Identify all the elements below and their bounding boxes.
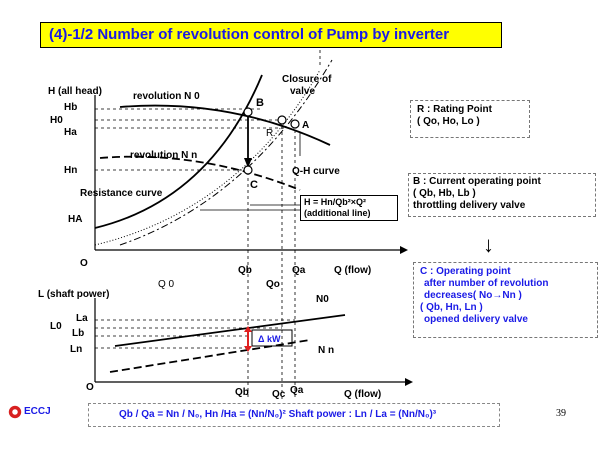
current-point-line1: B : Current operating point: [413, 176, 541, 187]
operating-point-line5: opened delivery valve: [424, 314, 528, 325]
tick-qa-top: Qa: [292, 265, 306, 276]
power-n0-line: [114, 314, 346, 347]
additional-curve: [94, 69, 321, 246]
tick-lb: Lb: [72, 328, 84, 339]
label-closure-1: Closure of: [282, 74, 332, 85]
additional-line-caption: (additional line): [304, 208, 371, 218]
page-title: (4)-1/2 Number of revolution control of …: [40, 22, 502, 48]
tick-hn: Hn: [64, 165, 77, 176]
point-c-marker: [243, 165, 253, 175]
label-revolution-n0: revolution N 0: [133, 91, 200, 102]
current-point-box: B : Current operating point ( Qb, Hb, Lb…: [408, 173, 596, 217]
tick-qa-bottom: Qa: [290, 385, 304, 396]
tick-qb-top: Qb: [238, 265, 252, 276]
tick-la: La: [76, 313, 88, 324]
operating-point-line2: after number of revolution: [424, 278, 549, 289]
operating-point-line4: ( Qb, Hn, Ln ): [420, 302, 483, 313]
label-qh-curve: Q-H curve: [292, 166, 340, 177]
rating-point-line2: ( Qo, Ho, Lo ): [417, 116, 480, 127]
point-a-marker: [290, 119, 300, 129]
h-axis-label: H (all head): [48, 86, 102, 97]
q0-label: Q 0: [158, 279, 175, 290]
top-x-arrow: [400, 246, 408, 254]
tick-ln: Ln: [70, 344, 82, 355]
rating-point-line1: R : Rating Point: [417, 104, 492, 115]
eccj-logo-text: ECCJ: [24, 406, 51, 417]
tick-l0: L0: [50, 321, 62, 332]
additional-line-formula: H = Hn/Qb²×Q²: [304, 197, 367, 207]
delta-box: [251, 329, 293, 347]
label-delta-kw: Δ kW: [258, 334, 281, 344]
label-point-b: B: [256, 97, 264, 109]
formula-box: Qb / Qa = Nn / N₀, Hn /Ha = (Nn/N₀)² Sha…: [88, 403, 500, 427]
bottom-origin: O: [86, 382, 94, 393]
page-number: 39: [556, 408, 566, 419]
tick-h0: H0: [50, 115, 63, 126]
point-r-marker: [277, 115, 287, 125]
current-point-line3: throttling delivery valve: [413, 200, 526, 211]
label-revolution-nn: revolution N n: [130, 150, 197, 161]
tick-hA: HA: [68, 214, 82, 225]
label-point-c: C: [250, 179, 258, 191]
tick-qb-bottom: Qb: [235, 387, 249, 398]
rating-point-box: R : Rating Point ( Qo, Ho, Lo ): [410, 100, 530, 138]
operating-point-line1: C : Operating point: [420, 266, 511, 277]
label-closure-2: valve: [290, 86, 315, 97]
top-origin: O: [80, 258, 88, 269]
down-arrow-icon: ↓: [483, 232, 494, 257]
eccj-logo-icon: [8, 405, 22, 419]
nn-curve: [99, 155, 301, 191]
label-point-a: A: [302, 120, 309, 131]
resistance-curve: [94, 74, 263, 229]
l-axis-label: L (shaft power): [38, 289, 109, 300]
closure-curve: [119, 59, 333, 246]
current-point-line2: ( Qb, Hb, Lb ): [413, 188, 476, 199]
label-point-r: R: [266, 128, 273, 139]
tick-hb: Hb: [64, 102, 77, 113]
power-nn-line: [109, 339, 311, 373]
top-x-axis-label: Q (flow): [334, 265, 371, 276]
tick-qo-top: Qo: [266, 279, 280, 290]
operating-point-box: C : Operating point after number of revo…: [413, 262, 598, 338]
bottom-x-axis-label: Q (flow): [344, 389, 381, 400]
operating-point-line3: decreases( No→Nn ): [424, 290, 522, 301]
bottom-x-arrow: [405, 378, 413, 386]
tick-qc-bottom: Qc: [272, 389, 286, 400]
n0-curve: [119, 104, 331, 146]
label-power-n0: N0: [316, 294, 329, 305]
point-b-marker: [243, 107, 253, 117]
label-resistance-curve: Resistance curve: [80, 188, 163, 199]
additional-line-box: H = Hn/Qb²×Q² (additional line): [300, 195, 398, 221]
label-power-nn: N n: [318, 345, 334, 356]
tick-ha: Ha: [64, 127, 77, 138]
